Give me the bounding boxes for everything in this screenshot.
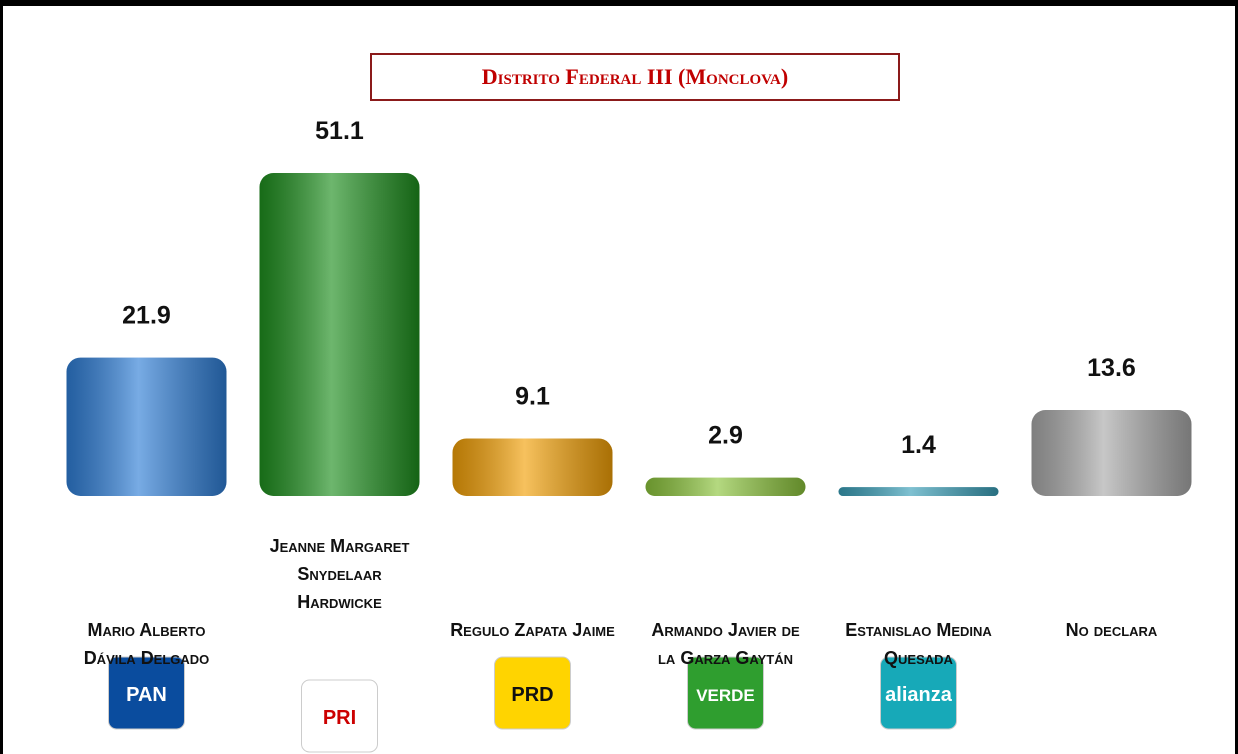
category-label: Regulo Zapata Jaime (450, 620, 615, 640)
value-label: 21.9 (122, 302, 171, 330)
logo-text: PRI (323, 707, 356, 729)
bar-shine (452, 438, 613, 496)
value-label: 9.1 (515, 382, 550, 410)
bar-shine (838, 487, 999, 496)
party-logo: PRI (301, 679, 378, 753)
bar-shine (645, 477, 806, 496)
logo-box (880, 656, 957, 730)
category-label: Mario Alberto Dávila Delgado (83, 620, 210, 668)
logo-text: PRD (511, 684, 553, 706)
logo-box (301, 679, 378, 753)
party-logo: PRD (494, 656, 571, 730)
value-label: 1.4 (901, 431, 936, 459)
value-label: 13.6 (1087, 354, 1136, 382)
category-label: Armando Javier de la Garza Gaytán (651, 620, 800, 668)
bar-shine (259, 173, 420, 496)
logo-box (494, 656, 571, 730)
category-label: Estanislao Medina Quesada (845, 620, 992, 668)
bar-shine (66, 357, 227, 496)
logo-text: alianza (885, 684, 953, 706)
value-label: 2.9 (708, 422, 743, 450)
party-logo: alianza (880, 656, 957, 730)
value-label: 51.1 (315, 117, 364, 145)
logo-text: VERDE (696, 686, 755, 705)
category-label: No declara (1065, 620, 1158, 640)
frame-top (3, 3, 1235, 6)
party-logo: VERDE (687, 656, 764, 730)
category-label: Jeanne Margaret Snydelaar Hardwicke (269, 536, 410, 612)
party-logo: PAN (108, 656, 185, 730)
logo-text: PAN (126, 684, 167, 706)
chart-title: Distrito Federal III (Monclova) (370, 53, 900, 101)
logo-box (687, 656, 764, 730)
logo-box (108, 656, 185, 730)
bar-shine (1031, 410, 1192, 496)
